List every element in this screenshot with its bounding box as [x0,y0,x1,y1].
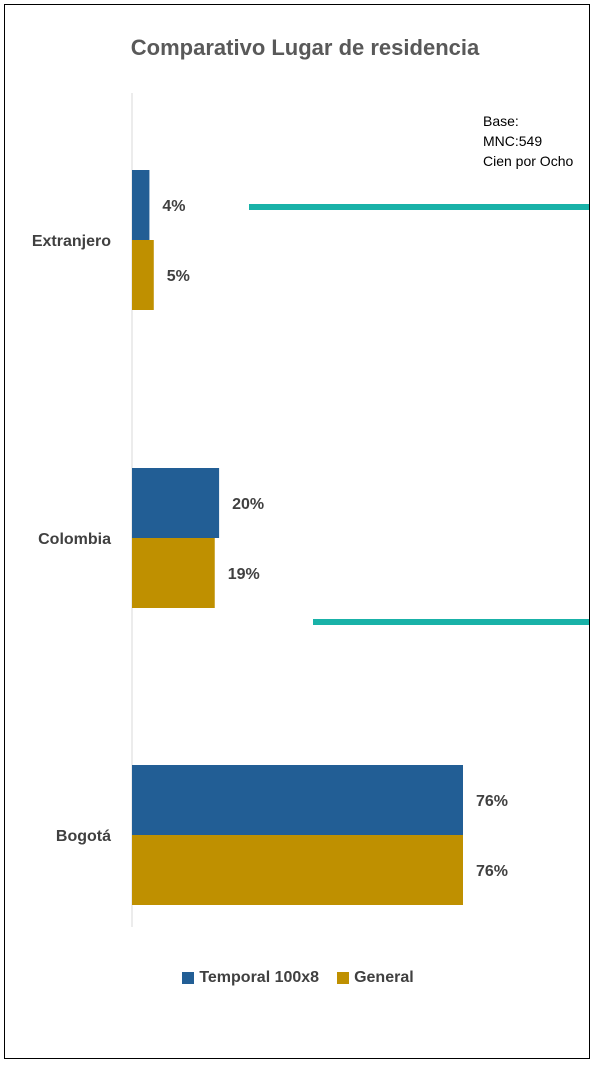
category-label: Colombia [38,531,111,548]
bar [132,468,220,538]
category-label: Extranjero [32,233,111,250]
bar [132,835,463,905]
legend-swatch [182,972,195,984]
bar [132,170,150,240]
data-label: 20% [232,496,264,513]
data-label: 4% [162,198,185,215]
chart-frame: Comparativo Lugar de residencia Base: MN… [4,4,590,1059]
base-annotation-line: MNC:549 [483,133,543,149]
data-label: 76% [476,793,508,810]
legend-swatch [337,972,350,984]
bar [132,765,463,835]
legend-label: Temporal 100x8 [199,969,320,986]
legend-item-general: General [337,969,414,987]
legend-item-temporal: Temporal 100x8 [182,969,319,987]
base-annotation-line: Base: [483,113,519,129]
bar [132,538,215,608]
category-label: Bogotá [56,828,111,845]
legend-label: General [354,969,414,986]
bar [132,240,154,310]
base-annotation: Base: MNC:549 Cien por Ocho [483,111,573,171]
data-label: 76% [476,863,508,880]
data-label: 19% [228,566,260,583]
chart-legend: Temporal 100x8 General [5,969,589,987]
chart-title: Comparativo Lugar de residencia [130,35,480,60]
base-annotation-line: Cien por Ocho [483,153,574,169]
bar-chart-plot: Extranjero 4% 5% Colombia 20% 19% Bogotá 76% 76% [32,93,589,927]
data-label: 5% [167,268,190,285]
